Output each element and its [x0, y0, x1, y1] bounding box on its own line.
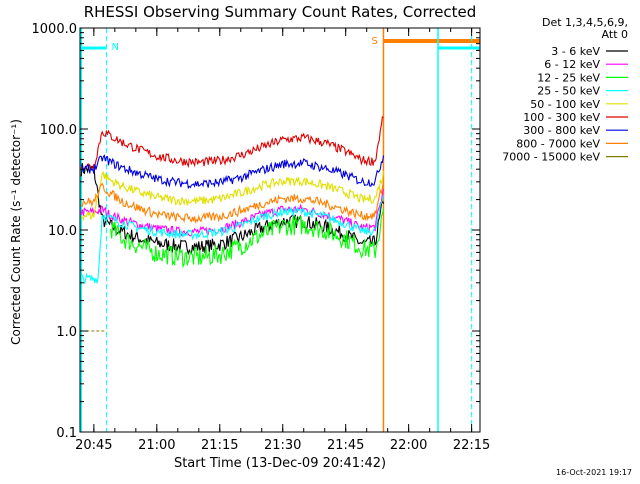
x-tick-label: 22:00 [390, 438, 427, 453]
legend-label: 12 - 25 keV [537, 71, 600, 84]
series-line-4 [81, 170, 385, 222]
series-line-3 [81, 195, 385, 286]
series-line-1 [80, 189, 385, 238]
series-line-6 [80, 154, 385, 190]
legend-label: 50 - 100 keV [530, 98, 600, 111]
x-tick-label: 21:30 [264, 438, 301, 453]
y-tick-label: 1.0 [56, 325, 77, 340]
series-line-0 [80, 163, 385, 256]
x-tick-label: 21:45 [327, 438, 364, 453]
y-tick-label: 10.0 [48, 224, 77, 239]
footer-date: 16-Oct-2021 19:17 [556, 468, 632, 477]
legend-label: 100 - 300 keV [523, 111, 600, 124]
legend-label: 800 - 7000 keV [516, 137, 600, 150]
y-axis-label: Corrected Count Rate (s⁻¹ detector⁻¹) [9, 119, 23, 345]
marker-label-n: N [111, 42, 118, 53]
legend-label: 300 - 800 keV [523, 124, 600, 137]
legend-label: 6 - 12 keV [544, 58, 600, 71]
x-tick-label: 20:45 [75, 438, 112, 453]
x-tick-label: 21:15 [201, 438, 238, 453]
x-tick-label: 22:15 [453, 438, 490, 453]
chart-title: RHESSI Observing Summary Count Rates, Co… [84, 3, 477, 21]
y-tick-label: 1000.0 [32, 22, 78, 37]
legend-header: Det 1,3,4,5,6,9, [542, 16, 628, 29]
axes: 0.1 1.0 10.0 100.0 1000.0 20:45 21:00 21:15 21:3… [32, 22, 491, 453]
legend-label: 3 - 6 keV [551, 45, 600, 58]
marker-label-s: S [371, 36, 377, 47]
y-tick-label: 100.0 [40, 123, 77, 138]
series-line-7 [80, 180, 385, 224]
x-axis-label: Start Time (13-Dec-09 20:41:42) [174, 456, 386, 471]
legend-label: 7000 - 15000 keV [502, 151, 600, 164]
y-tick-label: 0.1 [56, 426, 77, 441]
plot-area: NS [80, 28, 480, 432]
legend-header: Att 0 [602, 28, 628, 41]
legend-label: 25 - 50 keV [537, 85, 600, 98]
x-tick-label: 21:00 [138, 438, 175, 453]
series-line-5 [80, 116, 384, 172]
series-line-2 [110, 208, 385, 269]
